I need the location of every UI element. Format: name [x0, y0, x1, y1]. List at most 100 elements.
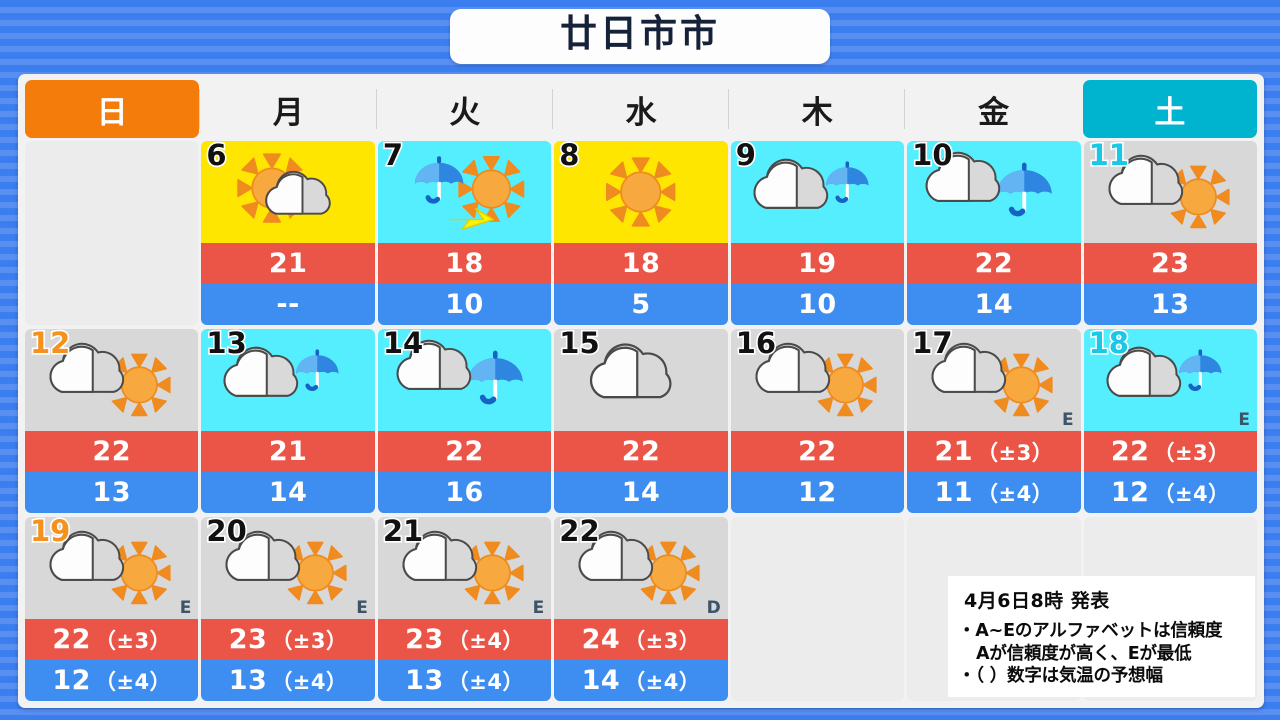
day-number: 12	[28, 329, 72, 361]
confidence-letter: D	[706, 598, 721, 618]
calendar-empty-cell	[730, 517, 905, 701]
high-temperature-band: 22 （±3）	[25, 619, 199, 660]
forecast-day-cell[interactable]: 10 22 14	[907, 141, 1081, 325]
low-temperature-band: --	[201, 284, 375, 325]
low-temperature-band: 13 （±4）	[201, 660, 375, 701]
forecast-day-cell[interactable]: 14 22 16	[377, 329, 552, 513]
forecast-day-cell[interactable]: 20 E 23 （±3） 13 （±4）	[201, 517, 375, 701]
high-temperature-range: （±3）	[271, 628, 348, 653]
weather-icon-area: 6	[201, 141, 375, 243]
weather-icon-area: 17 E	[907, 329, 1081, 431]
low-temperature-value: 11	[934, 477, 974, 508]
low-temperature-value: 13	[405, 665, 444, 696]
low-temperature-value: 16	[445, 477, 484, 508]
forecast-day-cell[interactable]: 19 E 22 （±3） 12 （±4）	[25, 517, 199, 701]
confidence-letter: E	[1061, 410, 1074, 430]
calendar-week-row: 12 22 13 13 21 14 14 22 16 15 22 14 16 22 12 17 E 21 （±3） 1…	[25, 329, 1257, 513]
legend-box: 4月6日8時 発表 ・A~Eのアルファベットは信頼度 Aが信頼度が高く、Eが最低 ・（…	[948, 575, 1255, 697]
weather-icon-area: 22 D	[554, 517, 728, 619]
day-number: 11	[1087, 141, 1131, 173]
day-number: 17	[911, 329, 955, 361]
high-temperature-band: 22	[554, 431, 728, 472]
low-temperature-range: （±4）	[271, 669, 348, 694]
forecast-day-cell[interactable]: 15 22 14	[554, 329, 728, 513]
high-temperature-band: 18	[554, 243, 728, 284]
weather-icon-area: 7	[377, 141, 552, 243]
low-temperature-band: 10	[730, 284, 905, 325]
weather-icon-area: 8	[554, 141, 728, 243]
low-temperature-range: （±4）	[977, 481, 1054, 506]
confidence-letter: E	[532, 598, 545, 618]
low-temperature-band: 13	[1083, 284, 1257, 325]
forecast-day-cell[interactable]: 12 22 13	[25, 329, 199, 513]
weekday-header-row: 日月火水木金土	[25, 80, 1257, 138]
high-temperature-band: 22	[25, 431, 199, 472]
forecast-day-cell[interactable]: 22 D 24 （±3） 14 （±4）	[554, 517, 728, 701]
weather-icon-area: 10	[907, 141, 1081, 243]
confidence-letter: E	[179, 598, 192, 618]
weather-icon-cloud-then-sun	[201, 517, 374, 619]
day-number: 18	[1087, 329, 1131, 361]
forecast-day-cell[interactable]: 6 21 --	[201, 141, 375, 325]
low-temperature-value: --	[276, 289, 300, 320]
forecast-day-cell[interactable]: 21 E 23 （±4） 13 （±4）	[377, 517, 552, 701]
weekday-header-weekday-1: 月	[199, 80, 375, 138]
high-temperature-value: 22	[621, 436, 661, 467]
forecast-day-cell[interactable]: 8 18 5	[554, 141, 728, 325]
low-temperature-band: 14	[201, 472, 375, 513]
day-number: 8	[558, 141, 581, 173]
low-temperature-value: 13	[92, 477, 131, 508]
day-number: 22	[558, 517, 602, 549]
forecast-day-cell[interactable]: 11 23 13	[1083, 141, 1257, 325]
high-temperature-band: 22	[730, 431, 905, 472]
low-temperature-value: 5	[631, 289, 651, 320]
weather-icon-cloud-then-sun	[25, 517, 198, 619]
legend-line-2: Aが信頼度が高く、Eが最低	[976, 643, 1192, 664]
page-title: 廿日市市	[560, 12, 720, 55]
high-temperature-value: 22	[445, 436, 484, 467]
high-temperature-band: 21	[201, 431, 375, 472]
confidence-letter: E	[1238, 410, 1250, 430]
legend-cell: 4月6日8時 発表 ・A~Eのアルファベットは信頼度 Aが信頼度が高く、Eが最低 ・（…	[948, 517, 1257, 701]
forecast-day-cell[interactable]: 9 19 10	[730, 141, 905, 325]
forecast-day-cell[interactable]: 17 E 21 （±3） 11 （±4）	[907, 329, 1081, 513]
weather-icon-area: 14	[377, 329, 552, 431]
day-number: 7	[381, 141, 404, 173]
forecast-day-cell[interactable]: 7 18 10	[377, 141, 552, 325]
low-temperature-value: 12	[798, 477, 837, 508]
low-temperature-band: 16	[377, 472, 552, 513]
high-temperature-value: 22	[1110, 436, 1150, 467]
day-number: 19	[28, 517, 72, 549]
high-temperature-value: 21	[934, 436, 974, 467]
low-temperature-band: 13 （±4）	[377, 660, 552, 701]
calendar-week-row: 6 21 -- 7 18 10 8 18 5 9 19 10 10 22 14 11 23 13	[25, 141, 1257, 325]
forecast-day-cell[interactable]: 18 E 22 （±3） 12 （±4）	[1083, 329, 1257, 513]
weather-icon-cloud-then-umbrella-big	[378, 329, 551, 431]
weather-icon-cloud-then-sun	[554, 517, 727, 619]
low-temperature-band: 5	[554, 284, 728, 325]
weather-icon-cloud-then-umbrella-big	[907, 141, 1080, 243]
high-temperature-band: 22	[907, 243, 1081, 284]
day-number: 21	[381, 517, 425, 549]
high-temperature-value: 23	[1150, 248, 1190, 279]
forecast-day-cell[interactable]: 13 21 14	[201, 329, 375, 513]
confidence-letter: E	[356, 598, 368, 618]
calendar-weeks: 6 21 -- 7 18 10 8 18 5 9 19 10 10 22 14 11 23 13 12 22 13 13 2…	[25, 141, 1257, 701]
weather-icon-area: 9	[730, 141, 905, 243]
forecast-day-cell[interactable]: 16 22 12	[730, 329, 905, 513]
high-temperature-value: 24	[581, 624, 621, 655]
high-temperature-value: 19	[798, 248, 837, 279]
high-temperature-band: 23 （±4）	[377, 619, 552, 660]
high-temperature-value: 23	[228, 624, 268, 655]
low-temperature-band: 14 （±4）	[554, 660, 728, 701]
low-temperature-value: 14	[974, 289, 1014, 320]
calendar-empty-cell	[25, 141, 199, 325]
high-temperature-value: 18	[445, 248, 484, 279]
high-temperature-range: （±3）	[1153, 440, 1230, 465]
high-temperature-band: 22	[377, 431, 552, 472]
weekday-header-sat-6: 土	[1082, 80, 1257, 138]
weather-icon-area: 16	[730, 329, 905, 431]
forecast-calendar-panel: 日月火水木金土 6 21 -- 7 18 10 8 18 5 9 19 10 10 22 14 11 23 13 1…	[18, 74, 1264, 708]
weather-icon-sun-then-cloud	[201, 141, 374, 243]
legend-issued-time: 4月6日8時 発表	[964, 589, 1110, 612]
